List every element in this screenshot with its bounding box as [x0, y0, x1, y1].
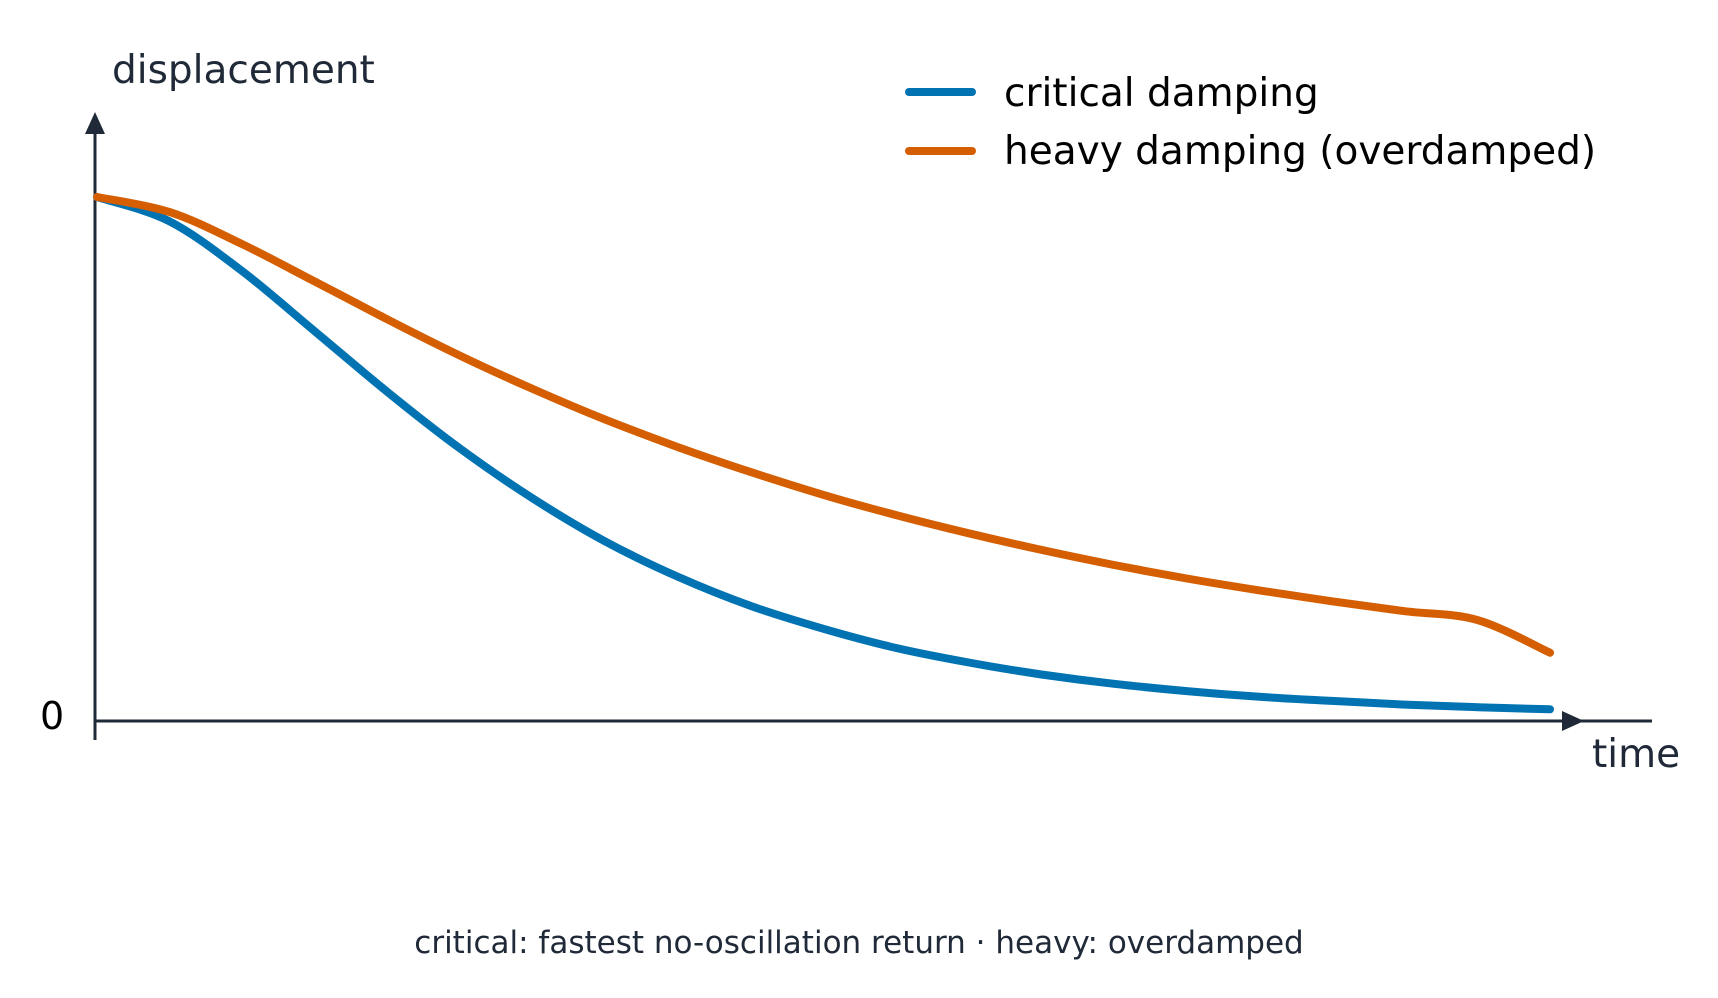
series-line-critical-damping [93, 193, 1554, 714]
y-axis-label: displacement [112, 48, 375, 93]
axes [85, 112, 1652, 740]
x-axis-label: time [1592, 732, 1680, 777]
y-axis-arrow-icon [85, 112, 105, 134]
x-axis-arrow-icon [1562, 711, 1584, 731]
legend-label-critical-damping: critical damping [1004, 71, 1319, 116]
y-tick-label-zero: 0 [40, 694, 64, 738]
chart-caption: critical: fastest no-oscillation return … [414, 925, 1303, 961]
legend-label-heavy-damping: heavy damping (overdamped) [1004, 129, 1596, 174]
legend: critical damping heavy damping (overdamp… [905, 71, 1596, 174]
series-layer [93, 193, 1554, 714]
series-line-heavy-damping [93, 193, 1554, 657]
